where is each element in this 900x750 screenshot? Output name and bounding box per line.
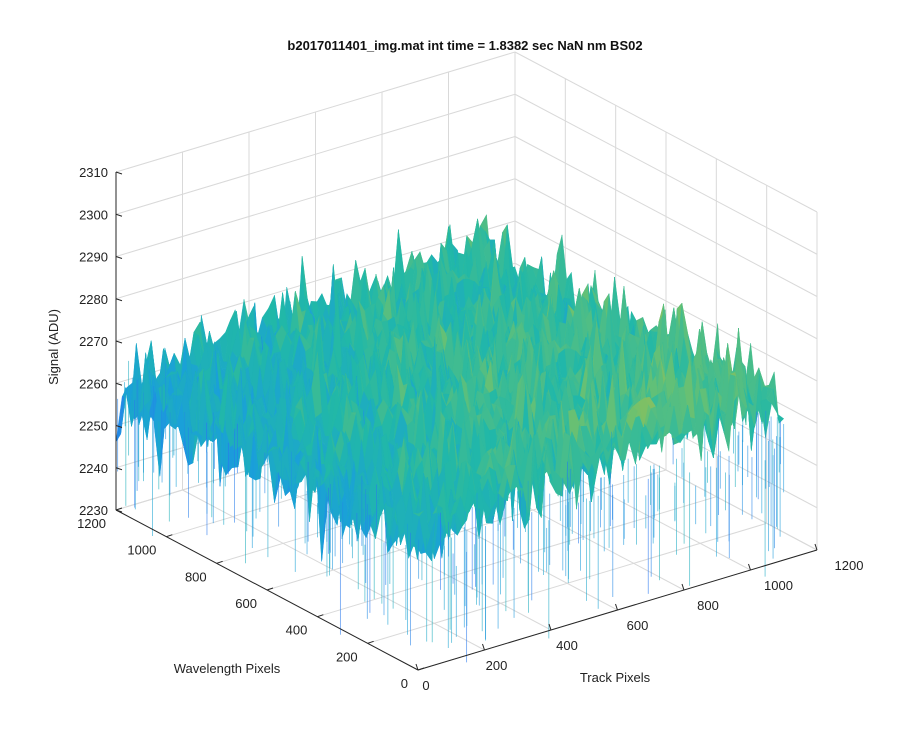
x-tick-mark	[681, 583, 685, 591]
y-tick-label: 800	[185, 569, 207, 584]
x-tick-mark	[415, 663, 419, 671]
z-tick-mark	[115, 213, 123, 217]
grid-line-z-sidewall	[514, 220, 818, 382]
z-tick-label: 2270	[79, 334, 108, 349]
grid-line-z-sidewall	[514, 178, 818, 340]
surface-mesh	[115, 214, 785, 663]
tick-labels: 0 200 400 600 800 1000 1200 0 200 400 600 800 1000 12…	[77, 165, 863, 693]
y-tick-label: 0	[401, 676, 408, 691]
y-tick-mark	[367, 640, 374, 644]
grid-line-z-sidewall	[514, 51, 818, 213]
x-tick-label: 1200	[835, 558, 864, 573]
chart-title: b2017011401_img.mat int time = 1.8382 se…	[287, 38, 642, 53]
z-tick-label: 2290	[79, 250, 108, 265]
grid-line-z-sidewall	[514, 93, 818, 255]
grid-line-z-backwall	[115, 93, 516, 215]
x-tick-mark	[748, 563, 751, 571]
grid-line-z-backwall	[115, 136, 516, 257]
z-axis-label: Signal (ADU)	[46, 309, 61, 385]
z-tick-mark	[115, 425, 123, 428]
x-tick-mark	[615, 603, 618, 611]
z-tick-mark	[115, 340, 123, 344]
x-axis-label: Track Pixels	[580, 670, 651, 685]
z-tick-mark	[115, 382, 123, 386]
x-tick-mark	[814, 543, 818, 551]
grid-line-z-backwall	[115, 178, 516, 300]
x-tick-label: 600	[627, 618, 649, 633]
x-tick-label: 400	[556, 638, 578, 653]
z-tick-mark	[115, 467, 123, 471]
y-axis-label: Wavelength Pixels	[174, 661, 281, 676]
axes	[115, 171, 818, 671]
y-tick-mark	[266, 587, 274, 591]
grid-line-z-backwall	[115, 51, 516, 173]
x-tick-label: 200	[486, 658, 508, 673]
z-tick-label: 2260	[79, 376, 108, 391]
y-tick-mark	[317, 614, 324, 618]
y-tick-mark	[216, 560, 223, 564]
z-tick-mark	[115, 256, 123, 259]
z-tick-mark	[115, 298, 123, 302]
z-tick-label: 2250	[79, 419, 108, 434]
y-tick-mark	[115, 507, 123, 511]
z-tick-label: 2300	[79, 207, 108, 222]
z-tick-label: 2280	[79, 292, 108, 307]
x-tick-label: 0	[422, 678, 429, 693]
x-tick-mark	[548, 623, 552, 631]
y-tick-label: 600	[235, 596, 257, 611]
grid-line-y-floor	[367, 522, 767, 644]
grid-line-z-sidewall	[514, 136, 818, 297]
x-tick-label: 800	[697, 598, 719, 613]
z-tick-label: 2230	[79, 503, 108, 518]
y-tick-label: 200	[336, 649, 358, 664]
z-tick-label: 2310	[79, 165, 108, 180]
y-tick-mark	[166, 534, 173, 538]
y-tick-label: 1000	[127, 543, 156, 558]
z-tick-label: 2240	[79, 461, 108, 476]
y-tick-label: 400	[286, 623, 308, 638]
y-tick-label: 1200	[77, 516, 106, 531]
z-tick-mark	[115, 171, 123, 175]
x-tick-mark	[482, 643, 485, 651]
x-tick-label: 1000	[764, 578, 793, 593]
y-tick-mark	[417, 667, 425, 671]
z-tick-mark	[115, 509, 123, 513]
